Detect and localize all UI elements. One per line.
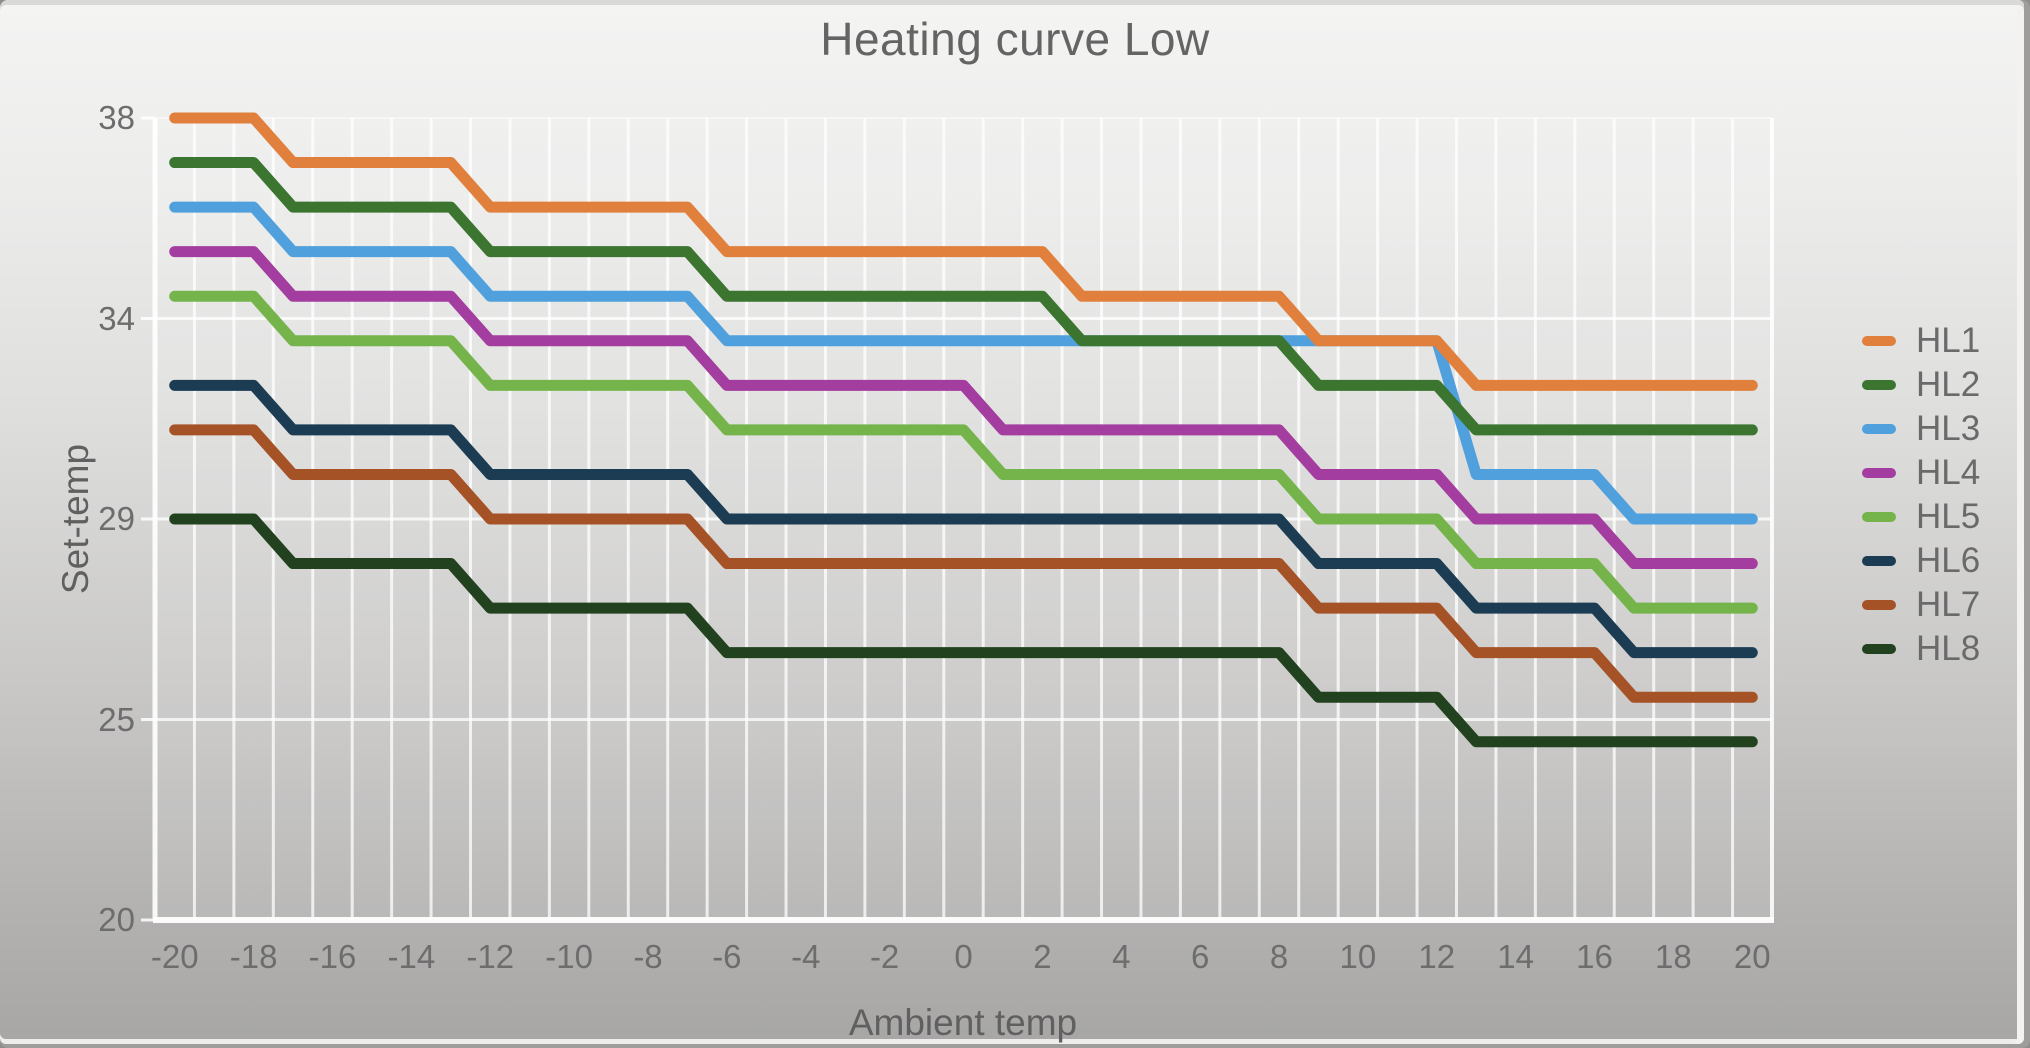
x-tick-label--18: -18 [229,938,278,975]
legend-item-HL3: HL3 [1862,407,1980,451]
x-tick-label--14: -14 [387,938,436,975]
legend-item-HL1: HL1 [1862,319,1980,363]
series-line-HL8 [169,513,1758,748]
legend-item-HL6: HL6 [1862,539,1980,583]
y-tick-label-20: 20 [98,901,135,938]
x-tick-label--8: -8 [633,938,663,975]
legend-item-HL7: HL7 [1862,583,1980,627]
legend-label-HL3: HL3 [1916,409,1981,448]
x-tick-label-6: 6 [1190,938,1210,975]
legend-swatch-HL3 [1862,424,1896,434]
x-tick-label-18: 18 [1655,938,1692,975]
x-tick-label-0: 0 [954,938,973,975]
legend-label-HL4: HL4 [1916,453,1981,492]
legend-swatch-HL1 [1862,336,1896,346]
x-tick-label--10: -10 [545,938,593,975]
y-tick-label-29: 29 [98,500,135,537]
legend-swatch-HL5 [1862,512,1896,522]
x-tick-label--6: -6 [712,938,742,975]
x-tick-label-10: 10 [1339,938,1377,975]
series-line-HL5 [169,290,1758,614]
legend-item-HL4: HL4 [1862,451,1980,495]
x-tick-label-20: 20 [1733,938,1771,975]
series-line-HL7 [169,424,1758,703]
x-tick-label--16: -16 [308,938,357,975]
y-axis-title: Set-temp [55,443,96,595]
legend-label-HL1: HL1 [1916,321,1981,360]
y-tick-label-34: 34 [98,299,135,337]
legend-item-HL8: HL8 [1862,627,1980,671]
series-line-HL1 [169,112,1758,391]
x-tick-label-16: 16 [1576,938,1613,975]
x-tick-label--2: -2 [869,938,900,975]
x-tick-label-12: 12 [1418,938,1456,975]
y-tick-label-25: 25 [98,700,135,738]
legend-label-HL2: HL2 [1916,365,1981,404]
legend-swatch-HL2 [1862,380,1896,390]
legend-item-HL5: HL5 [1862,495,1980,539]
legend-swatch-HL4 [1862,468,1896,478]
legend: HL1 HL2 HL3 HL4 HL5 HL6 HL7 HL8 [1862,319,1980,671]
series-line-HL6 [169,379,1758,659]
x-tick-label-4: 4 [1112,938,1131,975]
legend-swatch-HL6 [1862,556,1896,566]
series-line-HL3 [169,201,1758,525]
x-axis-title: Ambient temp [848,1002,1078,1043]
x-tick-label--20: -20 [150,938,199,975]
legend-item-HL2: HL2 [1862,363,1980,407]
x-tick-label--12: -12 [466,938,515,975]
chart-title: Heating curve Low [820,13,1210,65]
x-tick-label-8: 8 [1269,938,1289,975]
x-tick-label-14: 14 [1497,938,1534,975]
series-line-HL4 [169,246,1758,570]
legend-label-HL7: HL7 [1916,585,1981,624]
legend-label-HL6: HL6 [1916,541,1981,580]
series-line-HL2 [169,157,1758,436]
x-tick-label-2: 2 [1033,938,1052,975]
legend-label-HL5: HL5 [1916,497,1981,536]
legend-swatch-HL7 [1862,600,1896,610]
y-tick-label-38: 38 [98,99,135,136]
x-tick-label--4: -4 [791,938,821,975]
legend-label-HL8: HL8 [1916,629,1981,668]
legend-swatch-HL8 [1862,644,1896,654]
